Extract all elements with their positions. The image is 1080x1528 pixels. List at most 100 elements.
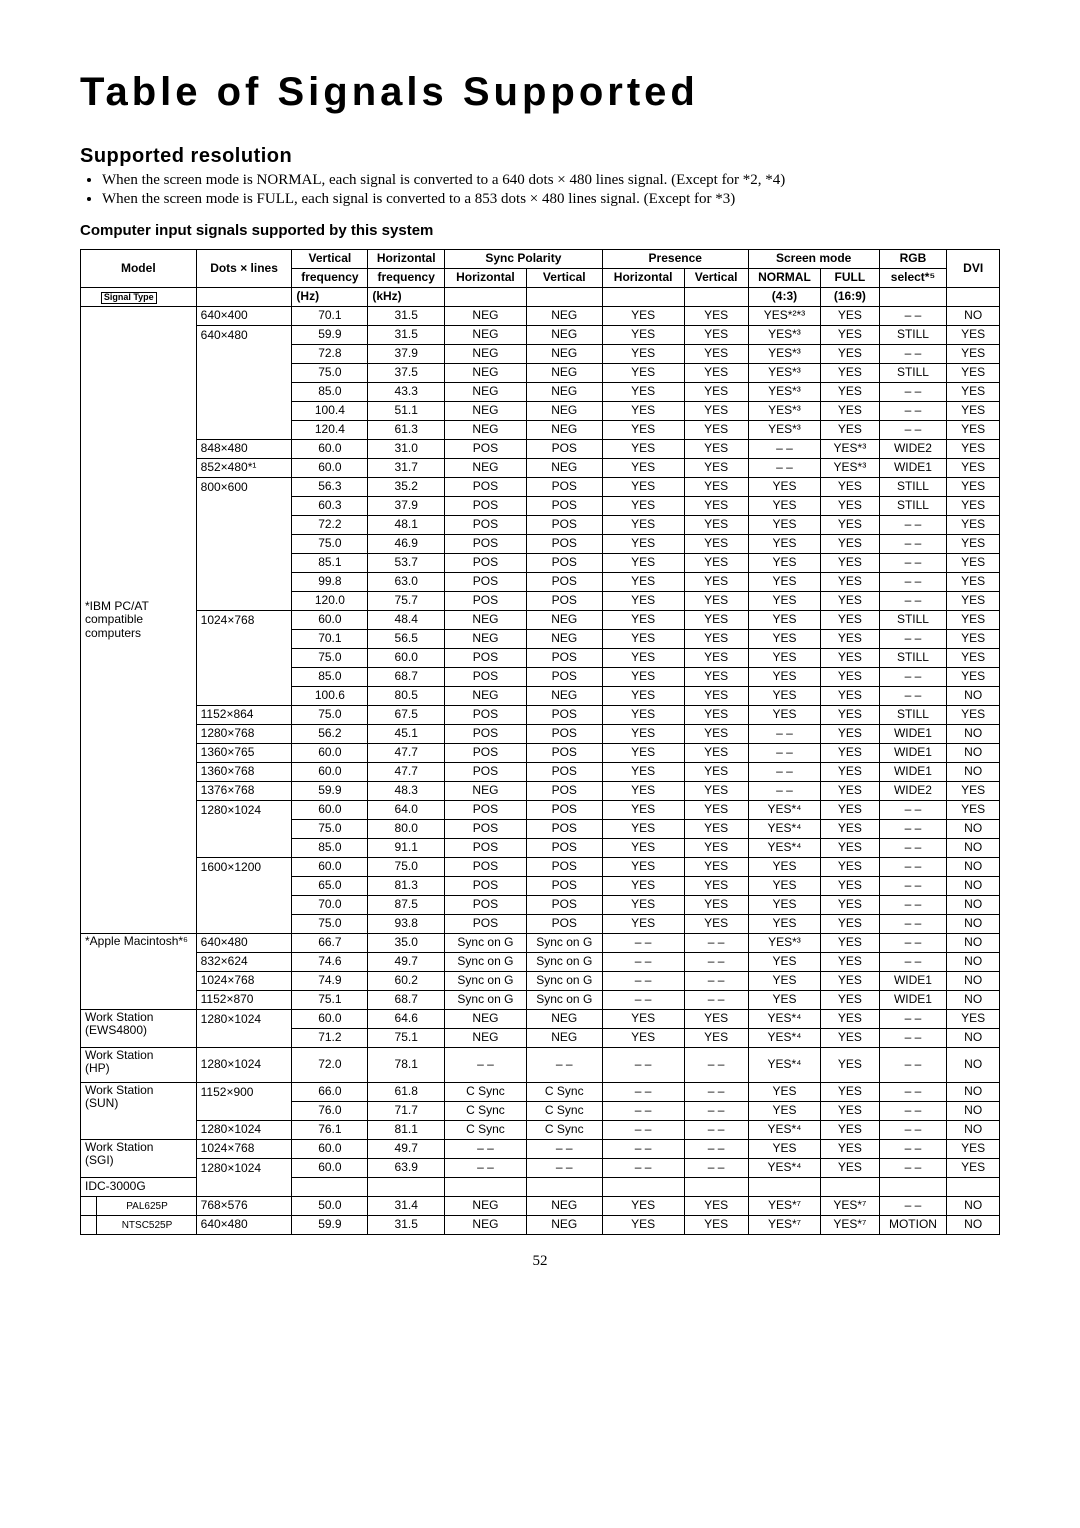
data-cell: 63.0 — [368, 573, 445, 592]
data-cell: 76.1 — [292, 1121, 368, 1140]
data-cell: 31.7 — [368, 459, 445, 478]
data-cell: NEG — [445, 326, 527, 345]
data-cell: YES — [684, 611, 748, 630]
data-cell — [292, 1178, 368, 1197]
data-cell — [821, 1178, 879, 1197]
data-cell: NO — [947, 1083, 1000, 1102]
data-cell: – – — [879, 896, 947, 915]
data-cell: YES — [821, 877, 879, 896]
dots-cell: 800×600 — [196, 478, 292, 497]
data-cell — [368, 1178, 445, 1197]
data-cell: 60.0 — [292, 1140, 368, 1159]
data-cell: YES — [684, 687, 748, 706]
data-cell: NEG — [526, 630, 602, 649]
dots-cell — [196, 649, 292, 668]
data-cell: YES — [684, 782, 748, 801]
data-cell: – – — [445, 1140, 527, 1159]
data-cell: POS — [445, 497, 527, 516]
data-cell: NO — [947, 763, 1000, 782]
data-cell: YES — [821, 421, 879, 440]
data-cell: 43.3 — [368, 383, 445, 402]
data-cell: – – — [879, 1102, 947, 1121]
data-cell: YES — [602, 554, 684, 573]
data-cell: YES — [947, 421, 1000, 440]
data-cell: POS — [445, 801, 527, 820]
data-cell: YES — [684, 744, 748, 763]
data-cell: POS — [526, 820, 602, 839]
data-cell: YES — [821, 478, 879, 497]
dots-cell — [196, 820, 292, 839]
data-cell: YES — [684, 630, 748, 649]
data-cell: 60.0 — [368, 649, 445, 668]
data-cell: YES*⁴ — [748, 839, 820, 858]
data-cell: NEG — [445, 630, 527, 649]
data-cell: YES — [821, 725, 879, 744]
data-cell: YES — [602, 497, 684, 516]
data-cell: YES — [947, 364, 1000, 383]
data-cell: YES*³ — [821, 459, 879, 478]
dots-cell: 832×624 — [196, 953, 292, 972]
data-cell: YES — [602, 820, 684, 839]
table-row: 85.043.3NEGNEGYESYESYES*³YES– –YES — [81, 383, 1000, 402]
data-cell: 75.7 — [368, 592, 445, 611]
data-cell: 49.7 — [368, 1140, 445, 1159]
data-cell: – – — [879, 801, 947, 820]
data-cell: 66.7 — [292, 934, 368, 953]
data-cell: YES — [821, 592, 879, 611]
dots-cell: 848×480 — [196, 440, 292, 459]
data-cell: – – — [445, 1048, 527, 1083]
data-cell: C Sync — [445, 1102, 527, 1121]
data-cell: 37.5 — [368, 364, 445, 383]
data-cell — [947, 1178, 1000, 1197]
page-title: Table of Signals Supported — [80, 70, 1000, 115]
data-cell: POS — [526, 896, 602, 915]
data-cell: YES — [821, 1048, 879, 1083]
model-cell: Work Station(EWS4800) — [81, 1010, 197, 1048]
table-row: 120.075.7POSPOSYESYESYESYES– –YES — [81, 592, 1000, 611]
data-cell: Sync on G — [526, 934, 602, 953]
dots-cell — [196, 1178, 292, 1197]
table-row: 800×60056.335.2POSPOSYESYESYESYESSTILLYE… — [81, 478, 1000, 497]
data-cell: YES*⁴ — [748, 801, 820, 820]
dots-cell — [196, 630, 292, 649]
table-row: 75.093.8POSPOSYESYESYESYES– –NO — [81, 915, 1000, 934]
data-cell: YES — [602, 611, 684, 630]
table-row: 85.153.7POSPOSYESYESYESYES– –YES — [81, 554, 1000, 573]
data-cell: 31.0 — [368, 440, 445, 459]
data-cell: 37.9 — [368, 345, 445, 364]
data-cell: YES — [602, 345, 684, 364]
model-cell: Work Station(SGI) — [81, 1140, 197, 1178]
data-cell: STILL — [879, 497, 947, 516]
data-cell: YES*⁴ — [748, 1121, 820, 1140]
table-row: Work Station(EWS4800)1280×102460.064.6NE… — [81, 1010, 1000, 1029]
data-cell: POS — [445, 649, 527, 668]
data-cell: – – — [879, 421, 947, 440]
dots-cell — [196, 896, 292, 915]
dots-cell: 1024×768 — [196, 1140, 292, 1159]
data-cell: YES — [602, 915, 684, 934]
data-cell: NEG — [526, 383, 602, 402]
data-cell: Sync on G — [445, 991, 527, 1010]
data-cell: NEG — [445, 383, 527, 402]
data-cell: STILL — [879, 611, 947, 630]
data-cell: 81.1 — [368, 1121, 445, 1140]
dots-cell: 1280×768 — [196, 725, 292, 744]
data-cell: WIDE2 — [879, 782, 947, 801]
dots-cell: 768×576 — [196, 1197, 292, 1216]
data-cell: – – — [602, 1121, 684, 1140]
data-cell: 45.1 — [368, 725, 445, 744]
data-cell: 91.1 — [368, 839, 445, 858]
data-cell: YES — [947, 383, 1000, 402]
dots-cell — [196, 535, 292, 554]
data-cell: POS — [445, 516, 527, 535]
data-cell: 72.2 — [292, 516, 368, 535]
data-cell: – – — [602, 1048, 684, 1083]
data-cell: YES — [602, 307, 684, 326]
data-cell: Sync on G — [445, 953, 527, 972]
data-cell: 70.1 — [292, 630, 368, 649]
data-cell: YES — [602, 573, 684, 592]
data-cell: POS — [445, 763, 527, 782]
data-cell: STILL — [879, 478, 947, 497]
table-row: 76.071.7C SyncC Sync– –– –YESYES– –NO — [81, 1102, 1000, 1121]
data-cell: 66.0 — [292, 1083, 368, 1102]
